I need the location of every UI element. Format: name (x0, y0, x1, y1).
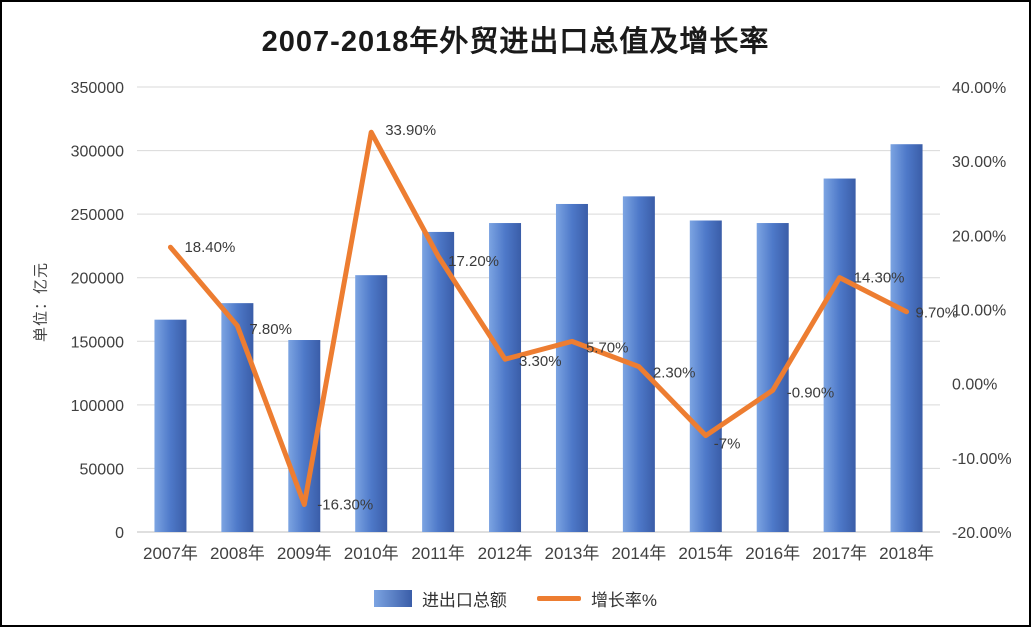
data-label: 14.30% (854, 270, 905, 287)
left-axis-tick-label: 200000 (71, 271, 124, 288)
legend-bar-swatch (373, 590, 412, 607)
left-axis-tick-label: 50000 (80, 461, 125, 478)
left-axis-tick-label: 250000 (71, 207, 124, 224)
data-label: 5.70% (586, 339, 629, 356)
x-axis-tick-label: 2018年 (879, 544, 934, 563)
x-axis-tick-label: 2012年 (478, 544, 533, 563)
legend-bar-label: 进出口总额 (421, 591, 507, 610)
x-axis-tick-label: 2014年 (611, 544, 666, 563)
legend-item-bar: 进出口总额 (373, 586, 507, 611)
x-axis-tick-label: 2017年 (812, 544, 867, 563)
chart-title: 2007-2018年外贸进出口总值及增长率 (261, 26, 770, 58)
x-axis-tick-label: 2010年 (344, 544, 399, 563)
bar (355, 275, 388, 532)
x-axis-tick-label: 2011年 (411, 544, 465, 563)
bar (422, 231, 455, 532)
bar (154, 319, 187, 532)
data-label: 33.90% (385, 122, 436, 139)
x-axis-tick-label: 2015年 (678, 544, 733, 563)
legend-line-label: 增长率% (590, 591, 658, 610)
data-label: 18.40% (184, 239, 235, 256)
x-axis-tick-label: 2007年 (143, 544, 198, 563)
left-axis-tick-label: 0 (115, 525, 124, 542)
data-label: 17.20% (448, 253, 499, 270)
bar (221, 303, 254, 532)
bar (756, 223, 789, 533)
x-axis-tick-label: 2013年 (545, 544, 600, 563)
x-axis-tick-label: 2009年 (277, 544, 332, 563)
right-axis-tick-label: 0.00% (952, 377, 997, 394)
legend-item-line: 增长率% (536, 586, 658, 611)
data-label: 7.80% (249, 321, 292, 338)
data-label: 3.30% (519, 353, 562, 370)
bar (689, 220, 722, 532)
bar (890, 144, 923, 532)
data-label: -16.30% (317, 497, 373, 514)
legend-line-swatch (536, 596, 581, 601)
left-axis-tick-label: 300000 (71, 144, 124, 161)
data-label: 2.30% (653, 365, 696, 382)
x-axis-tick-label: 2008年 (210, 544, 265, 563)
growth-rate-line (167, 129, 910, 508)
right-axis-tick-label: -20.00% (952, 525, 1012, 542)
right-axis-tick-label: 30.00% (952, 154, 1006, 171)
bar (489, 223, 522, 533)
y-axis-title: 单位：亿元 (32, 261, 50, 343)
left-axis-tick-label: 350000 (71, 80, 124, 97)
data-label: -7% (714, 436, 741, 453)
right-axis-tick-label: -10.00% (952, 451, 1012, 468)
right-axis-tick-label: 20.00% (952, 228, 1006, 245)
legend: 进出口总额 增长率% (2, 586, 1029, 611)
left-axis-tick-label: 100000 (71, 398, 124, 415)
bar (555, 203, 588, 532)
right-axis-tick-label: 10.00% (952, 303, 1006, 320)
right-axis-tick-label: 40.00% (952, 80, 1006, 97)
bar (823, 178, 856, 533)
data-label: -0.90% (787, 384, 835, 401)
x-axis-tick-label: 2016年 (745, 544, 800, 563)
data-label: 9.70% (916, 305, 959, 322)
left-axis-tick-label: 150000 (71, 334, 124, 351)
